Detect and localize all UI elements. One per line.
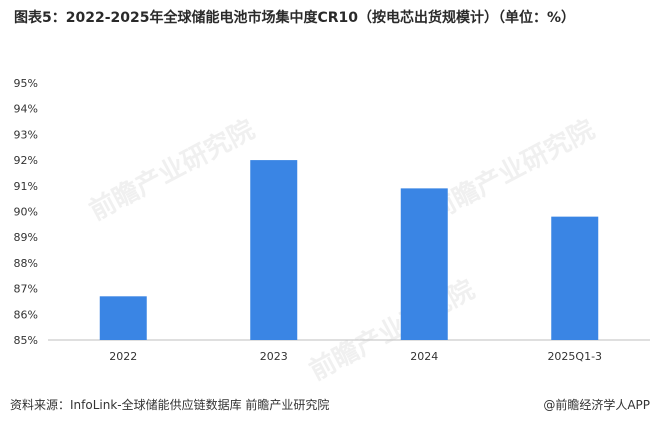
bar-2022 [99,296,147,340]
y-tick-label: 94% [14,103,38,116]
bar-2025Q1-3 [551,216,599,340]
y-tick-label: 88% [14,257,38,270]
source-note: 资料来源：InfoLink-全球储能供应链数据库 前瞻产业研究院 [10,398,330,412]
y-tick-label: 92% [14,154,38,167]
y-tick-label: 87% [14,283,38,296]
chart-title: 图表5：2022-2025年全球储能电池市场集中度CR10（按电芯出货规模计）（… [14,10,576,26]
x-tick-label: 2025Q1-3 [547,350,602,363]
y-tick-label: 95% [14,77,38,90]
brand-label: @前瞻经济学人APP [543,398,650,412]
x-tick-label: 2022 [109,350,137,363]
bar-2023 [250,160,298,340]
x-tick-label: 2023 [260,350,288,363]
y-tick-label: 93% [14,128,38,141]
x-tick-label: 2024 [410,350,438,363]
y-tick-label: 89% [14,231,38,244]
y-tick-label: 91% [14,180,38,193]
y-tick-label: 86% [14,308,38,321]
y-tick-label: 85% [14,334,38,347]
bar-2024 [400,188,448,340]
y-tick-label: 90% [14,206,38,219]
